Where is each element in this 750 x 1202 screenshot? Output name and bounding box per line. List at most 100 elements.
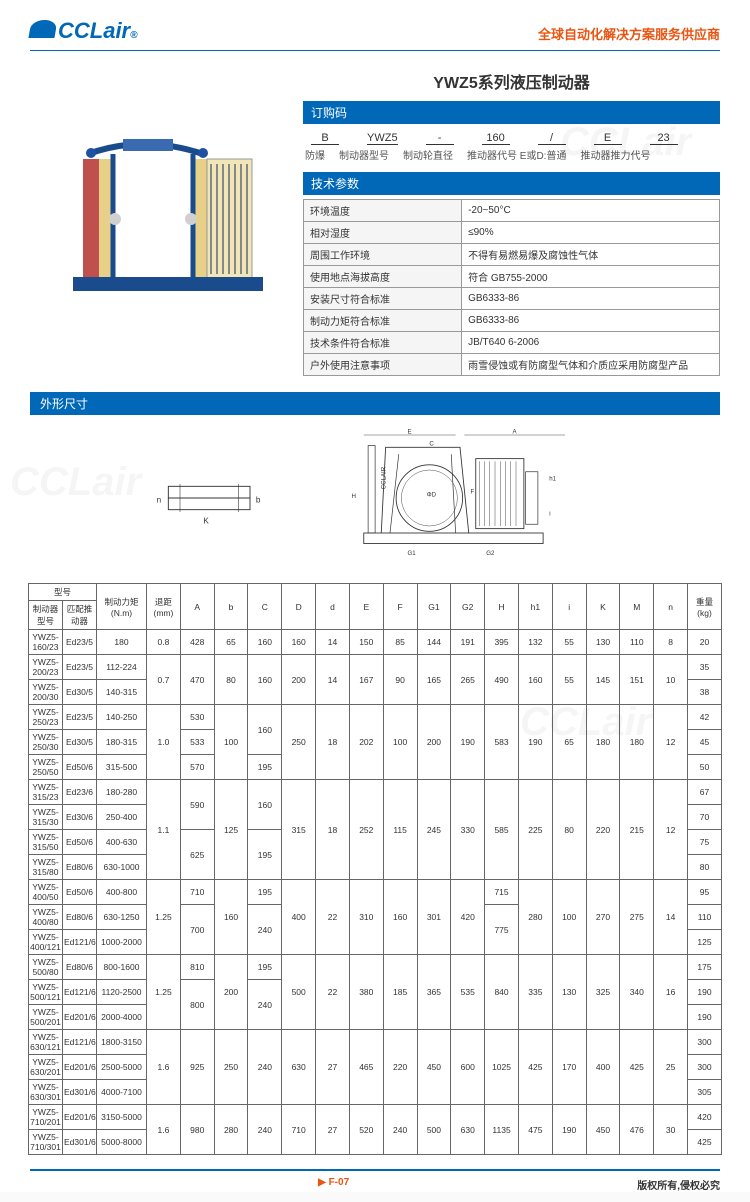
table-cell: 42 bbox=[688, 705, 722, 730]
table-cell: 180-280 bbox=[97, 780, 147, 805]
spec-cell: 周围工作环境 bbox=[304, 244, 462, 266]
table-cell: 175 bbox=[688, 955, 722, 980]
table-cell: 22 bbox=[316, 880, 350, 955]
table-cell: 630 bbox=[451, 1105, 485, 1155]
table-cell: 160 bbox=[248, 780, 282, 830]
table-cell: 125 bbox=[214, 780, 248, 880]
table-cell: 840 bbox=[485, 955, 519, 1030]
table-cell: 240 bbox=[248, 980, 282, 1030]
table-header: M bbox=[620, 584, 654, 630]
table-cell: Ed50/6 bbox=[63, 880, 97, 905]
table-cell: 8 bbox=[654, 630, 688, 655]
spec-cell: 户外使用注意事项 bbox=[304, 354, 462, 376]
table-cell: YWZ5-500/201 bbox=[29, 1005, 63, 1030]
table-cell: 315 bbox=[282, 780, 316, 880]
table-cell: 160 bbox=[248, 630, 282, 655]
table-cell: 191 bbox=[451, 630, 485, 655]
tech-params-header: 技术参数 bbox=[303, 172, 720, 195]
table-header: G2 bbox=[451, 584, 485, 630]
table-cell: 533 bbox=[180, 730, 214, 755]
table-cell: 520 bbox=[349, 1105, 383, 1155]
table-header: G1 bbox=[417, 584, 451, 630]
table-cell: 240 bbox=[383, 1105, 417, 1155]
table-cell: 270 bbox=[586, 880, 620, 955]
logo-text: CCLair bbox=[58, 18, 130, 44]
table-cell: 4000-7100 bbox=[97, 1080, 147, 1105]
table-cell: 10 bbox=[654, 655, 688, 705]
order-part: - bbox=[426, 132, 454, 145]
table-header: d bbox=[316, 584, 350, 630]
table-cell: 465 bbox=[349, 1030, 383, 1105]
table-cell: 775 bbox=[485, 905, 519, 955]
table-cell: 12 bbox=[654, 780, 688, 880]
table-cell: 240 bbox=[248, 905, 282, 955]
page-header: CCLair ® 全球自动化解决方案服务供应商 bbox=[0, 0, 750, 50]
table-cell: 980 bbox=[180, 1105, 214, 1155]
table-cell: Ed301/6 bbox=[63, 1080, 97, 1105]
table-cell: 130 bbox=[552, 955, 586, 1030]
table-cell: Ed121/6 bbox=[63, 980, 97, 1005]
logo-reg: ® bbox=[130, 30, 137, 41]
table-cell: YWZ5-160/23 bbox=[29, 630, 63, 655]
table-cell: 800-1600 bbox=[97, 955, 147, 980]
spec-cell: 不得有易燃易爆及腐蚀性气体 bbox=[462, 244, 720, 266]
table-cell: 1135 bbox=[485, 1105, 519, 1155]
spec-cell: JB/T640 6-2006 bbox=[462, 332, 720, 354]
table-cell: 470 bbox=[180, 655, 214, 705]
table-cell: 170 bbox=[552, 1030, 586, 1105]
table-cell: 160 bbox=[282, 630, 316, 655]
table-cell: 200 bbox=[214, 955, 248, 1030]
logo: CCLair ® bbox=[30, 18, 138, 44]
table-cell: 425 bbox=[518, 1030, 552, 1105]
table-cell: 45 bbox=[688, 730, 722, 755]
order-part: 160 bbox=[482, 132, 510, 145]
table-cell: Ed80/6 bbox=[63, 855, 97, 880]
table-cell: 90 bbox=[383, 655, 417, 705]
table-cell: 420 bbox=[688, 1105, 722, 1130]
table-header: D bbox=[282, 584, 316, 630]
tagline: 全球自动化解决方案服务供应商 bbox=[538, 18, 720, 43]
spec-table: 环境温度-20~50°C相对湿度≤90%周围工作环境不得有易燃易爆及腐蚀性气体使… bbox=[303, 199, 720, 376]
table-cell: 144 bbox=[417, 630, 451, 655]
table-cell: 195 bbox=[248, 830, 282, 880]
table-cell: 195 bbox=[248, 955, 282, 980]
table-cell: 30 bbox=[654, 1105, 688, 1155]
table-cell: 280 bbox=[518, 880, 552, 955]
spec-cell: 使用地点海拔高度 bbox=[304, 266, 462, 288]
table-cell: YWZ5-315/80 bbox=[29, 855, 63, 880]
dimension-diagram: K n b E A CCLAIR ΦD H bbox=[30, 423, 720, 573]
table-cell: 225 bbox=[518, 780, 552, 880]
table-cell: 500 bbox=[282, 955, 316, 1030]
table-cell: 250 bbox=[214, 1030, 248, 1105]
table-header: C bbox=[248, 584, 282, 630]
table-cell: 490 bbox=[485, 655, 519, 705]
table-cell: YWZ5-250/30 bbox=[29, 730, 63, 755]
table-cell: 65 bbox=[214, 630, 248, 655]
table-cell: 160 bbox=[248, 705, 282, 755]
page-footer: ▶ F-07 版权所有,侵权必究 bbox=[30, 1169, 720, 1192]
svg-text:i: i bbox=[549, 511, 550, 518]
table-header: H bbox=[485, 584, 519, 630]
table-cell: Ed301/6 bbox=[63, 1130, 97, 1155]
table-cell: 428 bbox=[180, 630, 214, 655]
table-cell: 85 bbox=[383, 630, 417, 655]
table-cell: 190 bbox=[688, 1005, 722, 1030]
table-cell: 250-400 bbox=[97, 805, 147, 830]
table-cell: 160 bbox=[383, 880, 417, 955]
table-cell: 195 bbox=[248, 880, 282, 905]
table-header: 重量 (kg) bbox=[688, 584, 722, 630]
spec-cell: 技术条件符合标准 bbox=[304, 332, 462, 354]
table-cell: 305 bbox=[688, 1080, 722, 1105]
table-cell: Ed30/5 bbox=[63, 680, 97, 705]
table-cell: 300 bbox=[688, 1030, 722, 1055]
table-cell: 310 bbox=[349, 880, 383, 955]
table-cell: YWZ5-250/23 bbox=[29, 705, 63, 730]
table-subheader: 制动器型号 bbox=[29, 601, 63, 630]
svg-text:n: n bbox=[157, 496, 162, 505]
table-header: K bbox=[586, 584, 620, 630]
table-cell: YWZ5-315/30 bbox=[29, 805, 63, 830]
table-cell: 2000-4000 bbox=[97, 1005, 147, 1030]
table-cell: 590 bbox=[180, 780, 214, 830]
table-cell: 330 bbox=[451, 780, 485, 880]
table-cell: 275 bbox=[620, 880, 654, 955]
